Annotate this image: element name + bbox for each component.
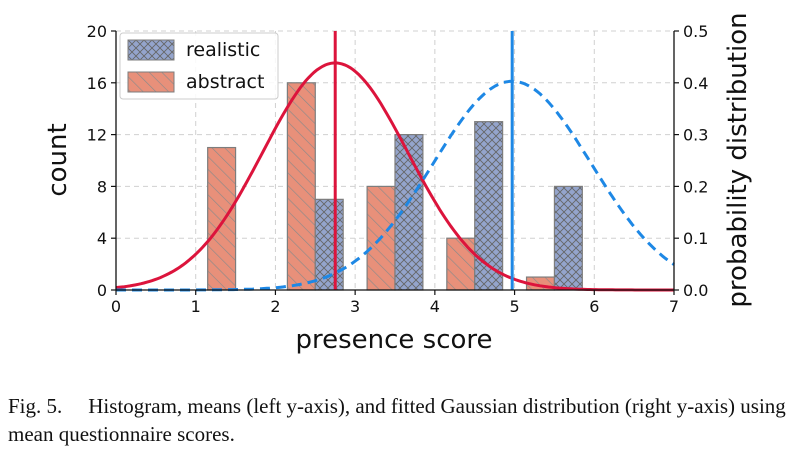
legend-swatch-abstract — [127, 71, 175, 93]
x-tick-label: 6 — [589, 297, 599, 316]
x-tick-label: 2 — [270, 297, 280, 316]
y-left-tick-label: 12 — [87, 126, 107, 145]
bar-realistic — [394, 134, 424, 291]
x-tick-label: 5 — [509, 297, 519, 316]
caption-text: Histogram, means (left y-axis), and fitt… — [8, 394, 786, 446]
y-right-tick-label: 0.5 — [683, 22, 708, 41]
curves-layer — [115, 31, 675, 292]
x-axis-label: presence score — [295, 325, 492, 355]
y-left-tick-label: 4 — [97, 229, 107, 248]
y-right-tick-label: 0.1 — [683, 229, 708, 248]
y-right-tick-label: 0.2 — [683, 177, 708, 196]
caption-label: Fig. 5. — [8, 394, 63, 418]
figure-caption: Fig. 5. Histogram, means (left y-axis), a… — [8, 392, 798, 448]
legend-label-realistic: realistic — [186, 39, 260, 61]
x-tick-label: 4 — [430, 297, 440, 316]
y-right-tick-label: 0.3 — [683, 126, 708, 145]
x-tick-label: 7 — [669, 297, 679, 316]
x-tick-label: 1 — [191, 297, 201, 316]
legend-label-abstract: abstract — [186, 71, 264, 93]
y-axis-left-label: count — [43, 123, 73, 196]
bar-realistic — [553, 185, 583, 291]
bar-abstract — [207, 146, 237, 291]
y-left-tick-label: 8 — [97, 177, 107, 196]
bar-abstract — [446, 237, 476, 291]
y-left-tick-label: 20 — [87, 22, 107, 41]
bar-abstract — [286, 82, 316, 291]
gaussian-curve-abstract — [115, 61, 674, 292]
y-right-tick-label: 0.0 — [683, 281, 708, 300]
bar-realistic — [474, 121, 504, 291]
legend-swatch-realistic — [127, 39, 175, 61]
y-right-tick-label: 0.4 — [683, 74, 708, 93]
y-left-tick-label: 0 — [97, 281, 107, 300]
y-left-tick-label: 16 — [87, 74, 107, 93]
x-tick-label: 0 — [111, 297, 121, 316]
y-axis-right-label: probability distribution — [723, 12, 753, 307]
x-tick-label: 3 — [350, 297, 360, 316]
legend: realistic abstract — [119, 32, 279, 100]
